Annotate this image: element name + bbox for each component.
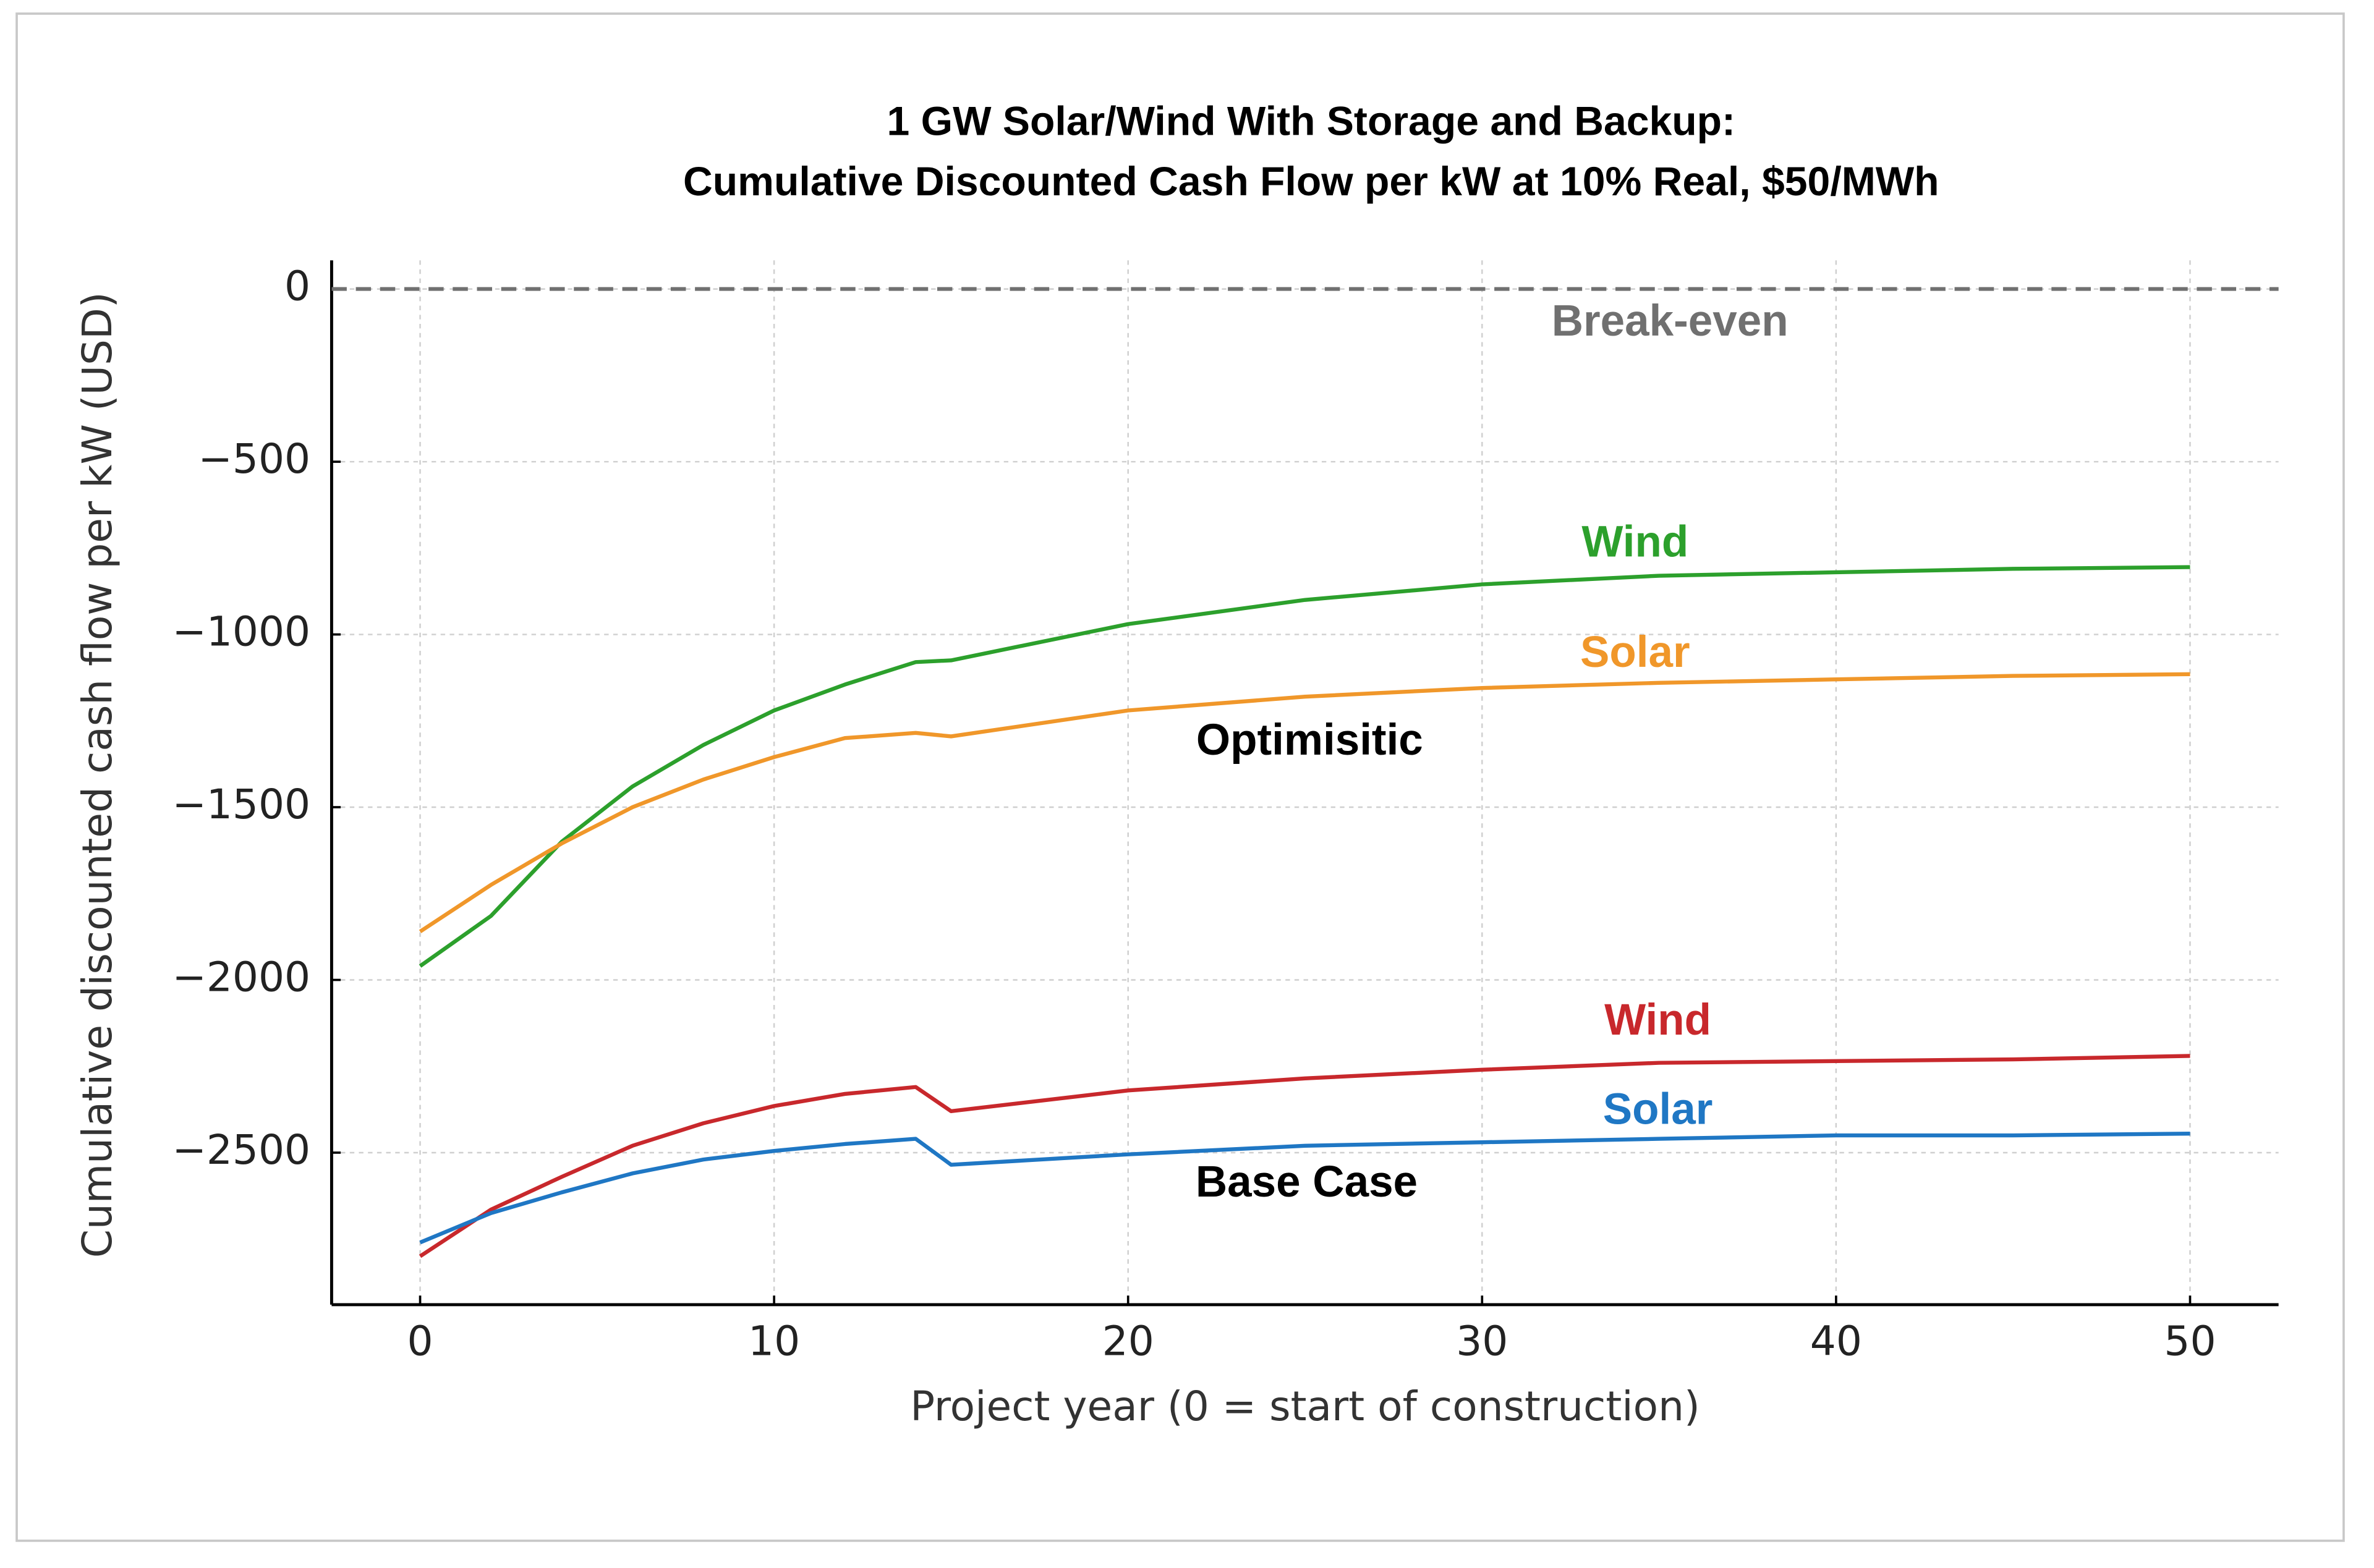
group-label: Optimisitic: [1196, 716, 1423, 765]
series-line: [419, 1054, 2190, 1258]
x-tick-label: 0: [407, 1318, 433, 1365]
chart-title: 1 GW Solar/Wind With Storage and Backup:: [887, 98, 1736, 144]
y-tick-label: −2000: [172, 954, 310, 1001]
series-label: Solar: [1603, 1085, 1713, 1134]
x-tick-label: 50: [2164, 1318, 2216, 1365]
series-line: [419, 1132, 2190, 1245]
y-tick-label: 0: [284, 263, 310, 310]
x-tick-label: 30: [1456, 1318, 1508, 1365]
x-axis-label: Project year (0 = start of construction): [910, 1383, 1700, 1430]
x-tick-label: 10: [748, 1318, 800, 1365]
y-tick-label: −1000: [172, 608, 310, 656]
y-axis-label: Cumulative discounted cash flow per kW (…: [74, 292, 121, 1258]
series-label: Wind: [1604, 996, 1711, 1045]
y-tick-label: −2500: [172, 1126, 310, 1174]
x-tick-label: 20: [1102, 1318, 1154, 1365]
series-label: Solar: [1580, 628, 1690, 677]
series-line: [419, 672, 2190, 933]
y-tick-label: −1500: [172, 781, 310, 828]
frame: [15, 12, 2345, 1542]
chart-title: Cumulative Discounted Cash Flow per kW a…: [683, 159, 1939, 205]
y-tick-label: −500: [198, 435, 311, 483]
series-label: Wind: [1581, 517, 1688, 566]
x-tick-label: 40: [1810, 1318, 1862, 1365]
group-label: Base Case: [1196, 1158, 1418, 1206]
series-line: [419, 565, 2190, 968]
break-even-label: Break-even: [1552, 297, 1789, 345]
